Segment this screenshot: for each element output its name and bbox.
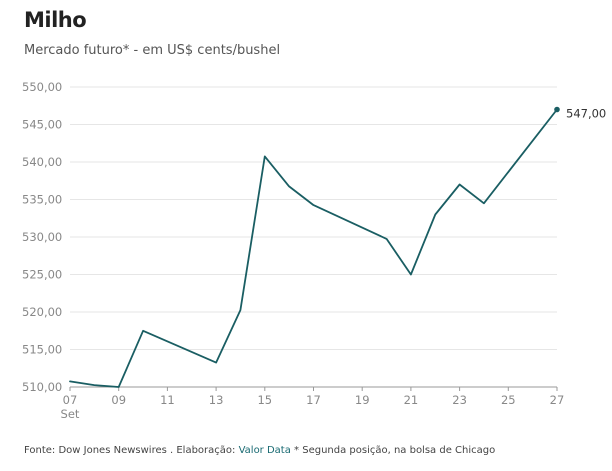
x-tick-label: 13: [209, 393, 224, 407]
x-tick-label: 09: [111, 393, 126, 407]
y-tick-label: 540,00: [22, 155, 62, 169]
chart-footer: Fonte: Dow Jones Newswires . Elaboração:…: [24, 445, 495, 456]
x-month-label: Set: [61, 407, 80, 421]
y-tick-label: 525,00: [22, 268, 62, 282]
x-tick-label: 11: [160, 393, 175, 407]
y-tick-label: 510,00: [22, 380, 62, 394]
x-tick-label: 17: [306, 393, 321, 407]
y-tick-label: 535,00: [22, 193, 62, 207]
valor-data-link[interactable]: Valor Data: [238, 445, 291, 456]
y-tick-label: 550,00: [22, 80, 62, 94]
footer-source: Fonte: Dow Jones Newswires . Elaboração:: [24, 445, 239, 456]
x-tick-label: 19: [355, 393, 370, 407]
chart-title: Milho: [24, 8, 87, 32]
series-line-milho: [69, 108, 558, 388]
y-tick-label: 520,00: [22, 305, 62, 319]
x-tick-label: 23: [452, 393, 467, 407]
chart-subtitle: Mercado futuro* - em US$ cents/bushel: [24, 43, 281, 58]
y-tick-label: 515,00: [22, 343, 62, 357]
footer-note: * Segunda posição, na bolsa de Chicago: [290, 445, 496, 456]
last-data-point: [554, 106, 560, 113]
y-tick-label: 530,00: [22, 230, 62, 244]
x-tick-label: 21: [404, 393, 419, 407]
x-tick-label: 25: [501, 393, 516, 407]
y-tick-label: 545,00: [22, 118, 62, 132]
x-tick-label: 27: [550, 393, 565, 407]
x-tick-label: 07: [63, 393, 78, 407]
x-tick-label: 15: [257, 393, 272, 407]
last-value-label: 547,00: [566, 107, 606, 121]
